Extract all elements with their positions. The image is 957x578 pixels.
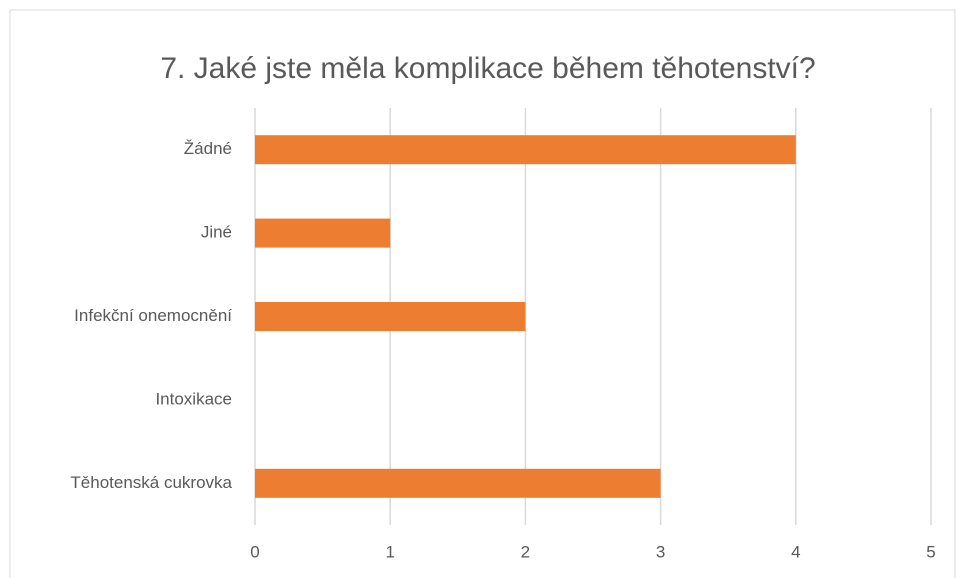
y-tick-label: Těhotenská cukrovka bbox=[70, 473, 232, 492]
chart-title: 7. Jaké jste měla komplikace během těhot… bbox=[160, 52, 815, 85]
bar bbox=[255, 302, 526, 331]
bar bbox=[255, 135, 796, 165]
x-tick-label: 2 bbox=[521, 542, 530, 561]
y-tick-label: Jiné bbox=[201, 223, 232, 242]
x-tick-label: 4 bbox=[791, 542, 800, 561]
x-tick-label: 3 bbox=[656, 542, 665, 561]
x-tick-label: 0 bbox=[250, 542, 259, 561]
y-tick-label: Žádné bbox=[184, 139, 232, 158]
x-tick-label: 1 bbox=[385, 542, 394, 561]
bar bbox=[255, 218, 391, 248]
y-tick-label: Intoxikace bbox=[155, 389, 232, 408]
x-tick-label: 5 bbox=[926, 542, 935, 561]
bar bbox=[255, 468, 661, 498]
y-tick-label: Infekční onemocnění bbox=[74, 306, 232, 325]
